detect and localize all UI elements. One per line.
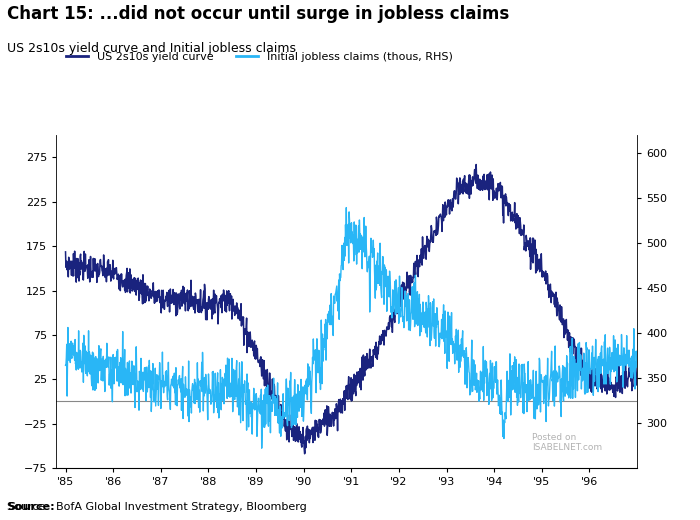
Legend: US 2s10s yield curve, Initial jobless claims (thous, RHS): US 2s10s yield curve, Initial jobless cl…	[62, 47, 457, 67]
Text: Chart 15: ...did not occur until surge in jobless claims: Chart 15: ...did not occur until surge i…	[7, 5, 510, 23]
Text: Source:  BofA Global Investment Strategy, Bloomberg: Source: BofA Global Investment Strategy,…	[7, 502, 307, 512]
Text: Posted on
ISABELNET.com: Posted on ISABELNET.com	[532, 433, 602, 452]
Text: US 2s10s yield curve and Initial jobless claims: US 2s10s yield curve and Initial jobless…	[7, 42, 296, 55]
Text: Source:: Source:	[7, 502, 55, 512]
